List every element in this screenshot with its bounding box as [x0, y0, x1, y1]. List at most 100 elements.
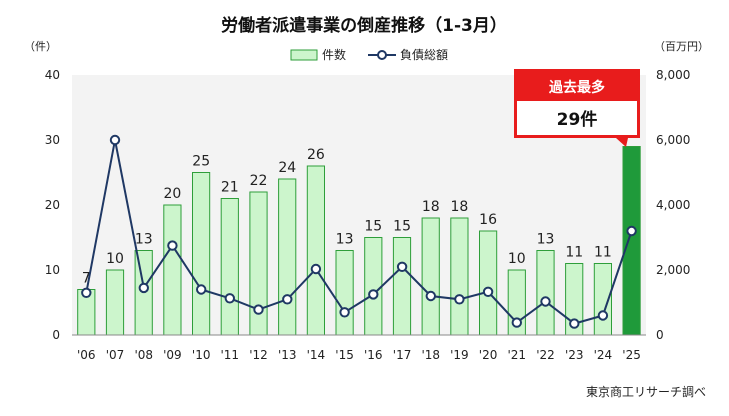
left-tick-label: 40	[45, 68, 60, 82]
bar-13	[278, 178, 297, 336]
bar-22	[536, 250, 555, 336]
right-axis-unit: （百万円）	[654, 40, 709, 53]
bar-19	[450, 217, 469, 336]
debt-point-11	[224, 293, 236, 304]
debt-point-23	[569, 318, 580, 329]
bar-value-label: 15	[393, 219, 411, 235]
debt-point-22	[540, 296, 551, 307]
bar-labels-layer: 7 10 13 20 25 21 22 24 26 13 15 15 18 18 16 10 13 11 11	[82, 147, 612, 287]
debt-point-10	[196, 284, 207, 295]
x-tick-label: '25	[622, 348, 641, 362]
debt-point-17	[396, 261, 408, 272]
debt-point-14	[310, 263, 322, 275]
x-tick-label: '18	[422, 348, 441, 362]
bar-value-label: 11	[565, 245, 583, 261]
callout-inner	[517, 101, 637, 135]
right-tick-label: 4,000	[656, 198, 690, 212]
legend-line-label: 負債総額	[400, 47, 448, 62]
source-note: 東京商工リサーチ調べ	[586, 384, 706, 399]
x-tick-label: '14	[307, 348, 326, 362]
bar-16	[364, 237, 383, 336]
bar-value-label: 16	[479, 212, 497, 228]
bar-25	[622, 146, 641, 336]
x-tick-label: '23	[565, 348, 584, 362]
x-tick-label: '11	[221, 348, 240, 362]
right-tick-label: 2,000	[656, 263, 690, 277]
x-tick-label: '09	[163, 348, 182, 362]
bar-value-label: 7	[82, 271, 91, 287]
bar-value-label: 13	[336, 232, 354, 248]
debt-point-19	[454, 294, 465, 305]
bar-value-label: 13	[135, 232, 153, 248]
x-tick-label: '16	[364, 348, 383, 362]
debt-line	[85, 139, 633, 325]
bar-value-label: 24	[278, 160, 296, 176]
x-tick-label: '08	[135, 348, 154, 362]
x-tick-label: '07	[106, 348, 125, 362]
bar-17	[392, 237, 412, 336]
x-tick-label: '20	[479, 348, 498, 362]
right-tick-label: 6,000	[656, 133, 690, 147]
x-tick-label: '12	[249, 348, 268, 362]
bar-18	[421, 217, 440, 336]
right-tick-label: 8,000	[656, 68, 690, 82]
bar-07	[105, 269, 125, 336]
debt-point-15	[339, 307, 350, 318]
bar-value-label: 18	[450, 199, 468, 215]
left-tick-label: 0	[52, 328, 60, 342]
x-axis-ticks: '06 '07 '08 '09 '10 '11 '12 '13 '14 '15 '16 '17 '18 '…	[77, 348, 641, 362]
x-tick-label: '22	[536, 348, 555, 362]
debt-point-21	[511, 317, 522, 328]
bar-value-label: 25	[192, 154, 210, 170]
debt-point-25	[626, 225, 637, 237]
callout-label: 過去最多	[548, 79, 605, 96]
left-tick-label: 20	[45, 198, 60, 212]
bar-20	[479, 230, 498, 336]
x-tick-label: '15	[335, 348, 354, 362]
bar-value-label: 10	[508, 251, 526, 267]
x-tick-label: '06	[77, 348, 96, 362]
right-tick-label: 0	[656, 328, 664, 342]
debt-point-16	[368, 289, 379, 300]
left-tick-label: 30	[45, 133, 60, 147]
bar-value-label: 18	[422, 199, 440, 215]
x-tick-label: '21	[508, 348, 527, 362]
bar-value-label: 21	[221, 180, 239, 196]
bar-09	[163, 204, 182, 336]
debt-point-12	[253, 304, 264, 315]
bars-layer	[77, 146, 641, 336]
bar-value-label: 11	[594, 245, 612, 261]
legend-bar-swatch	[290, 49, 318, 61]
callout-value: 29件	[557, 109, 598, 130]
left-axis-unit: （件）	[24, 40, 57, 53]
x-tick-label: '13	[278, 348, 297, 362]
bar-15	[335, 250, 354, 336]
line-layer	[81, 134, 637, 329]
debt-point-18	[425, 290, 436, 302]
debt-point-24	[597, 310, 609, 321]
right-axis-ticks: 0 2,000 4,000 6,000 8,000	[656, 68, 690, 342]
bar-value-label: 10	[106, 251, 124, 267]
debt-point-06	[81, 287, 92, 298]
bar-11	[220, 198, 239, 336]
legend-bar-label: 件数	[322, 47, 346, 62]
bar-14	[306, 165, 325, 336]
x-tick-label: '19	[450, 348, 469, 362]
left-axis-ticks: 0 10 20 30 40	[45, 68, 60, 342]
debt-point-08	[138, 282, 150, 294]
debt-point-07	[109, 134, 121, 146]
bar-value-label: 15	[364, 219, 382, 235]
bar-value-label: 20	[163, 186, 181, 202]
chart-title: 労働者派遣事業の倒産推移（1-3月）	[221, 15, 507, 36]
legend-line-marker	[377, 50, 387, 60]
debt-point-13	[282, 294, 293, 305]
debt-point-09	[167, 240, 178, 251]
bar-value-label: 13	[537, 232, 555, 248]
debt-point-20	[482, 286, 494, 297]
bar-10	[192, 172, 211, 336]
x-tick-label: '24	[594, 348, 613, 362]
record-callout: 過去最多 29件	[514, 69, 640, 147]
x-tick-label: '17	[393, 348, 412, 362]
